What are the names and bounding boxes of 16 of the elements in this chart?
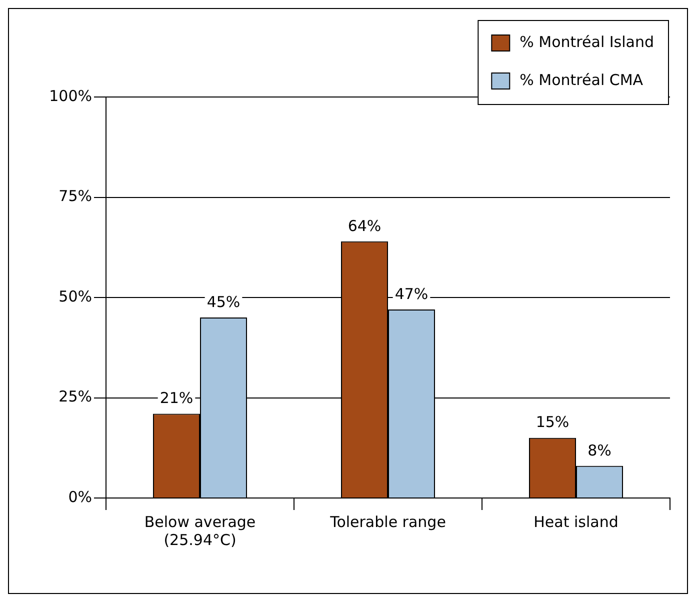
y-tick-label: 75%	[58, 187, 92, 206]
text: 8%	[588, 441, 612, 460]
legend-label: % Montréal CMA	[520, 70, 644, 89]
text: 45%	[206, 292, 240, 311]
y-tick-label: 50%	[58, 287, 92, 306]
y-tick-label: 0%	[68, 488, 92, 506]
x-tick-label: Below average (25.94°C)	[144, 512, 256, 549]
y-tick-label: 25%	[58, 388, 92, 406]
text: 21%	[160, 389, 194, 408]
text: 15%	[536, 413, 570, 432]
x-tick-label: Heat island	[534, 512, 618, 531]
x-tick-label: Tolerable range	[329, 512, 446, 531]
legend-label: % Montréal Island	[520, 32, 654, 51]
text: 64%	[348, 216, 382, 235]
text: 47%	[394, 284, 428, 303]
y-tick-label: 100%	[49, 86, 92, 105]
